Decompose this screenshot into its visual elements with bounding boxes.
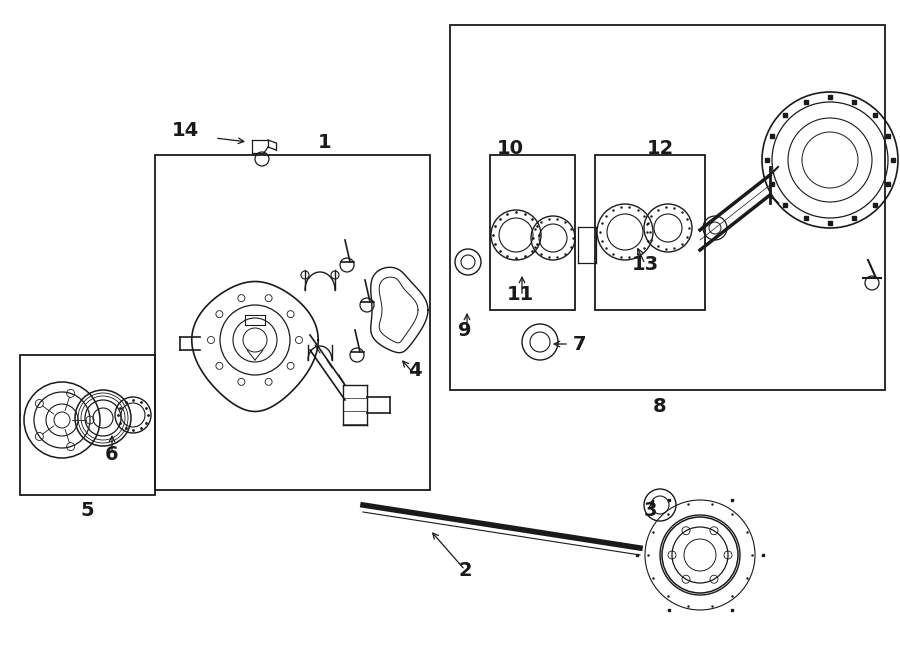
Text: 1: 1 bbox=[319, 134, 332, 153]
Bar bbox=[490, 155, 575, 310]
Text: 8: 8 bbox=[653, 397, 667, 416]
Text: 7: 7 bbox=[573, 336, 587, 354]
Text: 9: 9 bbox=[458, 321, 472, 340]
Bar bbox=[155, 155, 430, 490]
Text: 5: 5 bbox=[80, 500, 94, 520]
Bar bbox=[20, 355, 155, 495]
Text: 11: 11 bbox=[507, 286, 534, 305]
Text: 12: 12 bbox=[646, 139, 673, 157]
Bar bbox=[450, 25, 885, 390]
Text: 6: 6 bbox=[105, 446, 119, 465]
Bar bbox=[595, 155, 705, 310]
Text: 3: 3 bbox=[644, 500, 657, 520]
Text: 10: 10 bbox=[497, 139, 524, 157]
Text: 2: 2 bbox=[458, 561, 472, 580]
Text: 4: 4 bbox=[409, 360, 422, 379]
Text: 14: 14 bbox=[171, 120, 199, 139]
Text: 13: 13 bbox=[632, 256, 659, 274]
